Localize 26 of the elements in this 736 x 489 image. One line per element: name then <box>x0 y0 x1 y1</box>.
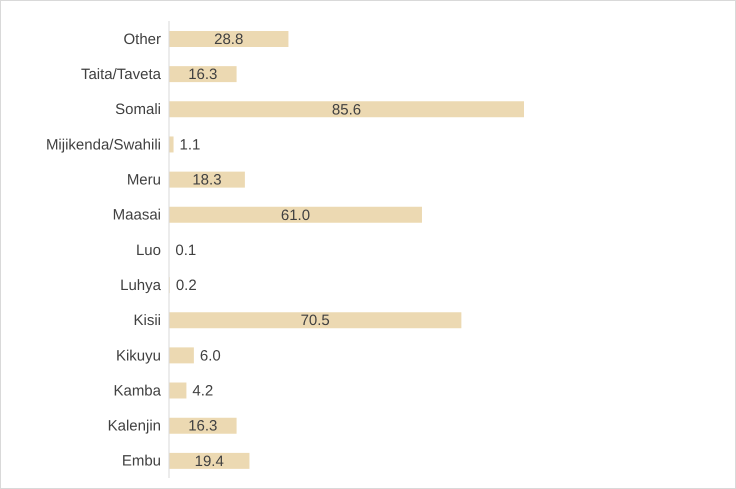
data-label: 4.2 <box>192 382 214 400</box>
data-label: 16.3 <box>188 418 218 435</box>
y-tick-label: Kisii <box>133 312 161 330</box>
data-label: 19.4 <box>194 452 224 470</box>
data-label: 28.8 <box>214 31 244 48</box>
y-tick-label: Meru <box>126 172 161 189</box>
y-tick-label: Embu <box>122 452 161 470</box>
data-label: 85.6 <box>332 101 362 118</box>
y-tick-label: Luhya <box>120 276 162 294</box>
data-label: 61.0 <box>280 206 310 224</box>
y-tick-label: Kalenjin <box>108 418 161 435</box>
y-tick-label: Kikuyu <box>116 347 161 364</box>
data-label: 70.5 <box>300 312 330 330</box>
data-label: 0.1 <box>175 242 196 259</box>
y-tick-label: Luo <box>136 242 161 259</box>
y-tick-label: Maasai <box>112 206 161 224</box>
y-tick-label: Taita/Taveta <box>80 66 162 84</box>
y-tick-label: Somali <box>115 101 161 118</box>
y-tick-label: Kamba <box>113 382 162 400</box>
data-label: 18.3 <box>192 172 222 189</box>
data-label: 0.2 <box>176 277 197 294</box>
data-label: 6.0 <box>200 347 221 364</box>
y-tick-label: Mijikenda/Swahili <box>46 136 161 154</box>
data-label: 1.1 <box>180 136 200 154</box>
data-label: 16.3 <box>188 66 218 84</box>
y-tick-label: Other <box>123 30 162 48</box>
